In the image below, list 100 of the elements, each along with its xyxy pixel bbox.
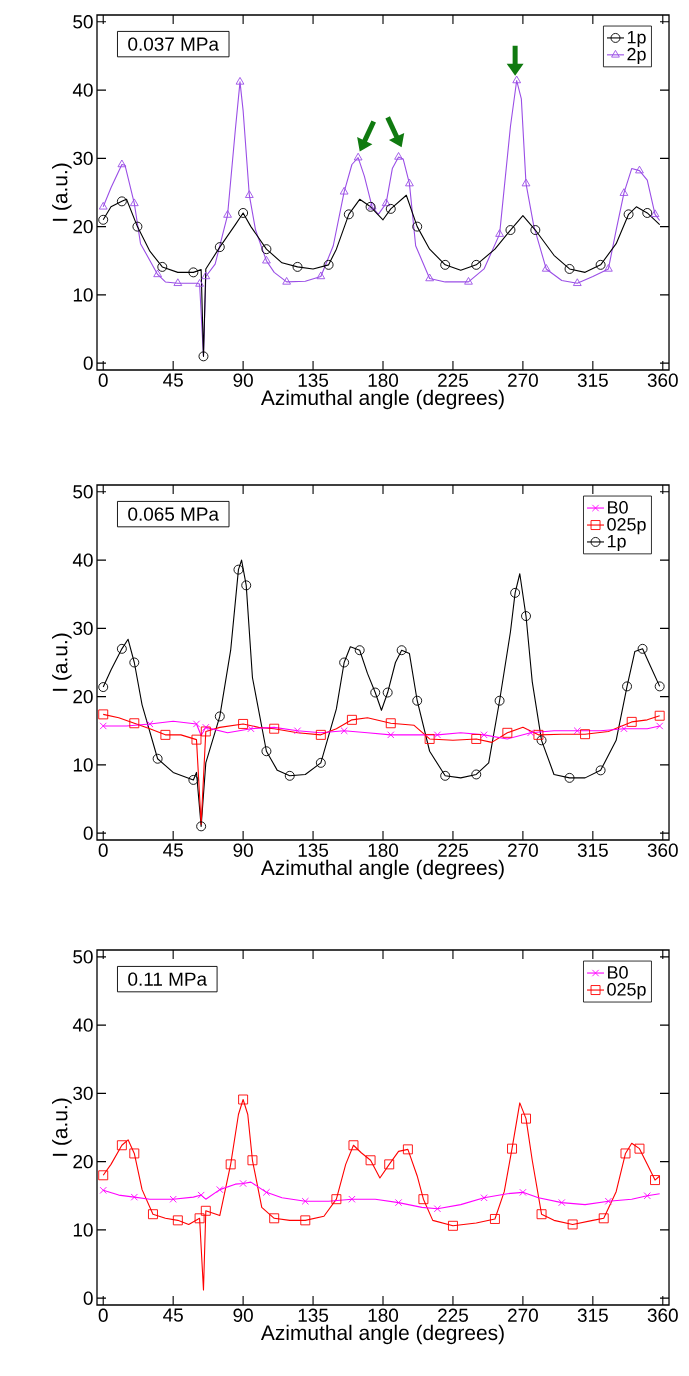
point [216, 1185, 224, 1194]
point [512, 75, 522, 84]
x-tick-label: 270 [508, 1308, 538, 1322]
point [169, 1195, 177, 1203]
point [637, 643, 648, 654]
x-tick-label: 45 [163, 843, 183, 857]
point [98, 1170, 109, 1181]
point [198, 351, 209, 362]
point [247, 1155, 258, 1166]
point [387, 731, 395, 739]
y-tick-label: 10 [73, 758, 93, 772]
y-tick-label: 40 [72, 1018, 93, 1032]
point [365, 1155, 376, 1166]
point [247, 725, 255, 733]
point [471, 769, 482, 780]
point [116, 1140, 127, 1151]
y-tick-label: 0 [83, 356, 93, 370]
point [385, 203, 396, 214]
point [152, 753, 163, 764]
point [502, 727, 513, 738]
point [405, 178, 414, 187]
legend-label: 025p [607, 518, 646, 535]
point [536, 735, 547, 746]
x-tick-label: 0 [98, 373, 108, 387]
point [343, 209, 354, 220]
point [348, 1195, 356, 1203]
legend-label: 2p [627, 47, 646, 65]
point [464, 276, 473, 285]
point [354, 645, 365, 656]
point [505, 225, 516, 235]
point [519, 1188, 527, 1196]
point [129, 198, 139, 207]
point [129, 718, 140, 729]
point [510, 587, 521, 598]
point [480, 1194, 488, 1202]
x-tick-label: 135 [298, 373, 329, 387]
point [440, 770, 451, 781]
point [471, 259, 482, 270]
point [507, 1143, 517, 1154]
point [269, 723, 280, 734]
x-tick-label: 225 [438, 1308, 468, 1322]
point [225, 1159, 236, 1170]
x-axis-title: Azimuthal angle (degrees) [260, 1324, 504, 1345]
point [348, 1140, 359, 1151]
annotation: 0.065 MPa [128, 507, 219, 521]
point [558, 1198, 566, 1207]
point [533, 729, 544, 740]
point [315, 757, 326, 768]
legend-label: 025p [607, 983, 646, 1000]
point [604, 264, 613, 272]
point [394, 152, 403, 160]
point [98, 709, 109, 720]
y-tick-label: 0 [83, 1291, 93, 1305]
x-axis-title: Azimuthal angle (degrees) [260, 389, 504, 410]
y-tick-label: 40 [72, 553, 93, 567]
point [284, 770, 295, 781]
point [244, 190, 254, 198]
point [353, 152, 363, 161]
point [650, 209, 660, 218]
x-axis-title: Azimuthal angle (degrees) [260, 859, 504, 880]
point [626, 716, 637, 727]
point [620, 725, 628, 733]
point [425, 273, 434, 282]
point [153, 269, 162, 278]
legend-label: 1p [607, 535, 626, 552]
point [195, 279, 204, 287]
point [573, 727, 581, 735]
x-tick-label: 0 [98, 1308, 108, 1322]
point [269, 1213, 280, 1224]
point [340, 727, 348, 735]
point [300, 1215, 311, 1226]
point [238, 1094, 249, 1105]
point [564, 264, 575, 274]
y-tick-label: 40 [72, 83, 93, 97]
point [194, 1213, 205, 1224]
point [521, 178, 531, 187]
y-axis-title: I (a.u.) [52, 633, 72, 691]
x-tick-label: 180 [368, 373, 399, 387]
point [564, 772, 575, 783]
x-tick-label: 270 [508, 843, 538, 857]
point [396, 645, 407, 656]
point [521, 1113, 531, 1124]
x-tick-label: 315 [577, 373, 608, 387]
point [495, 229, 504, 237]
point [146, 720, 154, 728]
point [402, 1144, 413, 1155]
point [223, 210, 232, 218]
x-tick-label: 180 [368, 843, 399, 857]
point [418, 1194, 429, 1205]
point [370, 687, 381, 698]
point [530, 225, 541, 235]
x-tick-label: 315 [577, 843, 608, 857]
y-tick-label: 30 [73, 621, 93, 636]
point [148, 1209, 158, 1220]
point [238, 208, 249, 218]
x-tick-label: 360 [647, 1308, 678, 1322]
point [214, 242, 225, 253]
point [448, 1220, 458, 1231]
y-tick-label: 0 [83, 826, 93, 840]
x-tick-label: 225 [438, 373, 468, 387]
